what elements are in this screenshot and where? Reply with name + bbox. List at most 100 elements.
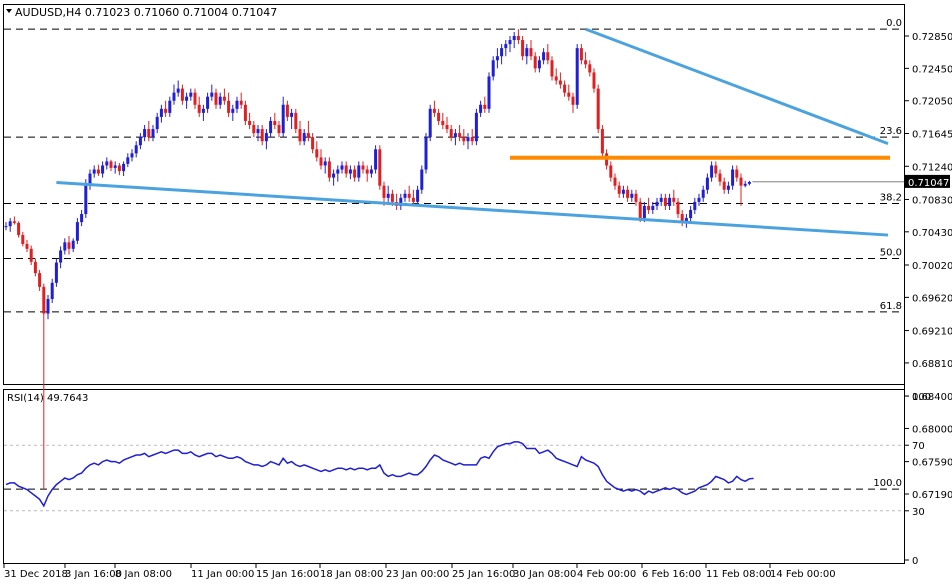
- rsi-line: [5, 441, 754, 508]
- candle-body: [126, 157, 130, 164]
- candle: [672, 189, 676, 206]
- candle-body: [634, 193, 638, 202]
- candle: [416, 185, 420, 206]
- candle: [348, 165, 352, 180]
- candle: [676, 197, 680, 219]
- candle: [466, 133, 470, 150]
- candle: [185, 92, 189, 109]
- candle: [424, 133, 428, 174]
- candle: [558, 72, 562, 89]
- candle-body: [357, 165, 361, 178]
- candle: [290, 108, 294, 130]
- candle: [575, 44, 579, 109]
- candle: [33, 258, 37, 277]
- candle-body: [336, 169, 340, 174]
- candle: [180, 84, 184, 105]
- candle-body: [269, 120, 273, 134]
- candle: [701, 185, 705, 202]
- candle: [428, 104, 432, 142]
- candle: [201, 104, 205, 121]
- candle: [369, 165, 373, 178]
- candle-body: [600, 129, 604, 154]
- candle-body: [151, 129, 155, 138]
- candle: [705, 173, 709, 194]
- candle: [546, 44, 550, 65]
- candle-body: [327, 161, 331, 178]
- candle-body: [411, 197, 415, 202]
- candle: [743, 180, 747, 188]
- candle-body: [449, 129, 453, 138]
- candle-body: [180, 88, 184, 101]
- candle: [336, 165, 340, 182]
- candle-body: [663, 197, 667, 206]
- candle: [680, 209, 684, 227]
- price-axis-label: 0.71240: [912, 162, 952, 173]
- time-axis-label: 11 Jan 00:00: [191, 569, 254, 580]
- candle: [521, 36, 525, 61]
- candle-body: [88, 173, 92, 186]
- candle-body: [500, 48, 504, 57]
- candle: [138, 133, 142, 150]
- candle-body: [743, 183, 747, 186]
- candle-body: [277, 125, 281, 134]
- candle: [726, 181, 730, 194]
- candle: [21, 231, 25, 247]
- candle: [689, 205, 693, 223]
- candle-body: [474, 112, 478, 142]
- candle-body: [424, 137, 428, 170]
- candle: [285, 100, 289, 121]
- candle-body: [117, 165, 121, 172]
- candle: [122, 161, 126, 176]
- rsi-axis-label: 70: [912, 441, 925, 452]
- candle: [495, 48, 499, 69]
- rsi-label: RSI(14) 49.7643: [7, 393, 88, 404]
- candle-body: [584, 60, 588, 65]
- candle: [46, 294, 50, 320]
- candle: [315, 141, 319, 162]
- candle-body: [441, 120, 445, 126]
- candle: [29, 245, 33, 265]
- candle-body: [122, 163, 126, 172]
- price-axis-label: 0.70830: [912, 195, 952, 206]
- candle-body: [512, 36, 516, 41]
- candle: [168, 96, 172, 117]
- trendlines: [56, 27, 904, 237]
- current-price-label: 0.71047: [908, 178, 949, 189]
- candle-body: [105, 161, 109, 166]
- candle-body: [201, 108, 205, 113]
- candle: [403, 189, 407, 202]
- candle: [101, 161, 105, 178]
- candle: [563, 80, 567, 97]
- candle-body: [521, 40, 525, 57]
- candle-body: [306, 133, 310, 138]
- candle-body: [168, 100, 172, 113]
- candle: [437, 108, 441, 126]
- candle-body: [542, 52, 546, 61]
- candle: [273, 112, 277, 130]
- candle-body: [29, 248, 33, 262]
- candle: [302, 129, 306, 146]
- candle-body: [386, 193, 390, 198]
- candle-body: [214, 92, 218, 105]
- candle: [126, 153, 130, 168]
- candle: [508, 36, 512, 53]
- fib-levels: 0.0 23.6 38.2 50.0 61.8 100.0: [4, 18, 904, 490]
- candle-body: [344, 165, 348, 174]
- candle: [537, 56, 541, 73]
- candle: [432, 100, 436, 117]
- time-axis-label: 15 Jan 16:00: [256, 569, 319, 580]
- candle: [609, 161, 613, 182]
- candle-body: [239, 100, 243, 105]
- candle: [504, 40, 508, 57]
- dropdown-arrow-icon[interactable]: [6, 9, 12, 13]
- candle-body: [579, 48, 583, 61]
- candle-body: [390, 193, 394, 202]
- price-axis-label: 0.69620: [912, 293, 952, 304]
- price-axis: 0.72850 0.72450 0.72050 0.71645 0.71240 0.708…: [905, 32, 952, 501]
- candle: [96, 164, 100, 176]
- candle-body: [302, 133, 306, 142]
- candle: [571, 92, 575, 113]
- candle: [42, 283, 46, 490]
- candle: [63, 238, 67, 255]
- candle-body: [248, 120, 252, 126]
